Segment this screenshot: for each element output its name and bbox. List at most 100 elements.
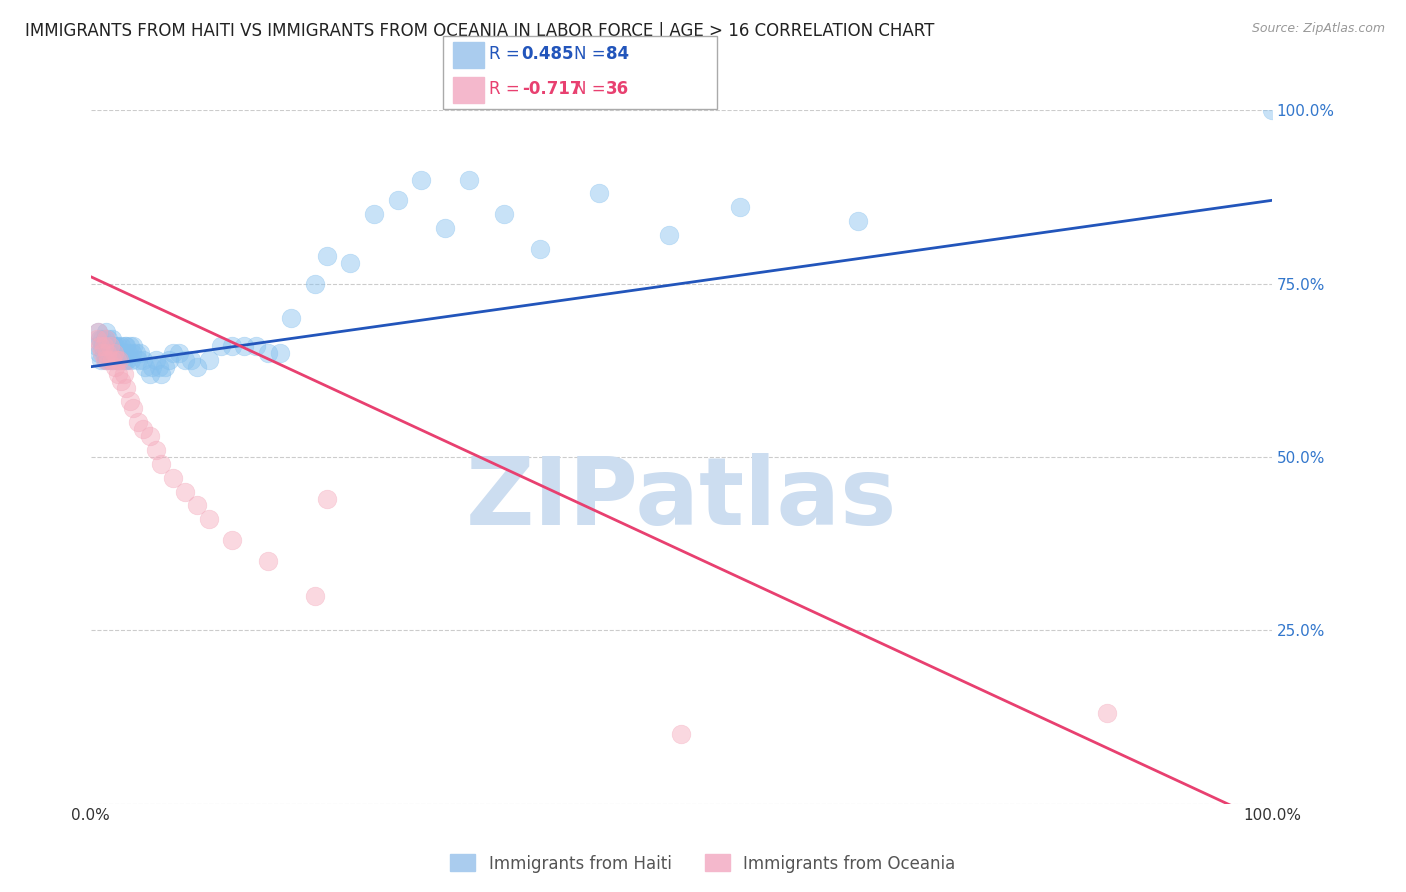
Point [150,367,173,381]
Point [98,346,121,360]
Point [145,352,167,367]
Point [103,346,125,360]
Point [86,339,108,353]
Point [118,339,141,353]
Point [233,339,256,353]
Point [197,352,219,367]
Point [730,200,752,214]
Point [104,339,127,353]
Point [104,359,127,374]
Point [108,352,131,367]
Point [105,346,128,360]
Point [100,339,122,353]
Point [101,352,124,367]
Text: R =: R = [489,45,526,63]
Point [114,339,136,353]
Point [457,172,479,186]
Point [97,346,120,360]
Point [112,352,135,367]
Point [115,380,138,394]
Point [256,554,278,568]
Point [256,346,278,360]
Point [1095,706,1118,721]
Point [150,457,173,471]
Point [221,533,243,548]
Text: R =: R = [489,80,526,98]
Point [96,346,118,360]
Point [122,339,145,353]
Point [127,415,149,429]
Point [127,352,149,367]
Point [110,374,132,388]
Text: IMMIGRANTS FROM HAITI VS IMMIGRANTS FROM OCEANIA IN LABOR FORCE | AGE > 16 CORRE: IMMIGRANTS FROM HAITI VS IMMIGRANTS FROM… [25,22,935,40]
Point [174,352,197,367]
Point [117,346,139,360]
Point [101,332,124,346]
Point [145,442,167,457]
Point [101,352,124,367]
Point [108,352,131,367]
Point [97,352,120,367]
Point [107,339,129,353]
Point [97,332,120,346]
Point [339,256,361,270]
Point [94,325,117,339]
Point [93,346,115,360]
Point [91,346,114,360]
Text: Source: ZipAtlas.com: Source: ZipAtlas.com [1251,22,1385,36]
Point [124,346,146,360]
Point [115,339,138,353]
Point [94,332,117,346]
Point [588,186,610,201]
Point [1261,103,1284,118]
Point [115,352,138,367]
Point [96,339,118,353]
Point [221,339,243,353]
Text: -0.717: -0.717 [522,80,581,98]
Point [112,367,135,381]
Point [209,339,232,353]
Point [122,401,145,416]
Text: 0.485: 0.485 [522,45,574,63]
Point [94,332,117,346]
Point [94,352,117,367]
Point [96,346,118,360]
Point [120,352,142,367]
Point [180,352,202,367]
Point [671,727,693,741]
Text: N =: N = [574,45,610,63]
Point [411,172,433,186]
Point [118,394,141,409]
Text: 36: 36 [606,80,628,98]
Point [129,346,152,360]
Point [304,589,326,603]
Point [101,339,124,353]
Point [89,332,111,346]
Point [89,339,111,353]
Point [105,352,128,367]
Point [186,499,208,513]
Point [108,346,131,360]
Point [131,422,153,436]
Point [197,512,219,526]
Point [174,484,197,499]
Text: 84: 84 [606,45,628,63]
Point [94,339,117,353]
Point [105,352,128,367]
Point [304,277,326,291]
Point [110,339,132,353]
Point [658,227,681,242]
Point [107,367,129,381]
Text: ZIPatlas: ZIPatlas [465,452,897,544]
Point [94,352,117,367]
Point [280,311,302,326]
Point [186,359,208,374]
Point [387,194,409,208]
Point [529,242,551,256]
Point [138,429,160,443]
Point [848,214,870,228]
Point [93,339,115,353]
Point [98,339,121,353]
Point [153,359,176,374]
Point [134,359,156,374]
